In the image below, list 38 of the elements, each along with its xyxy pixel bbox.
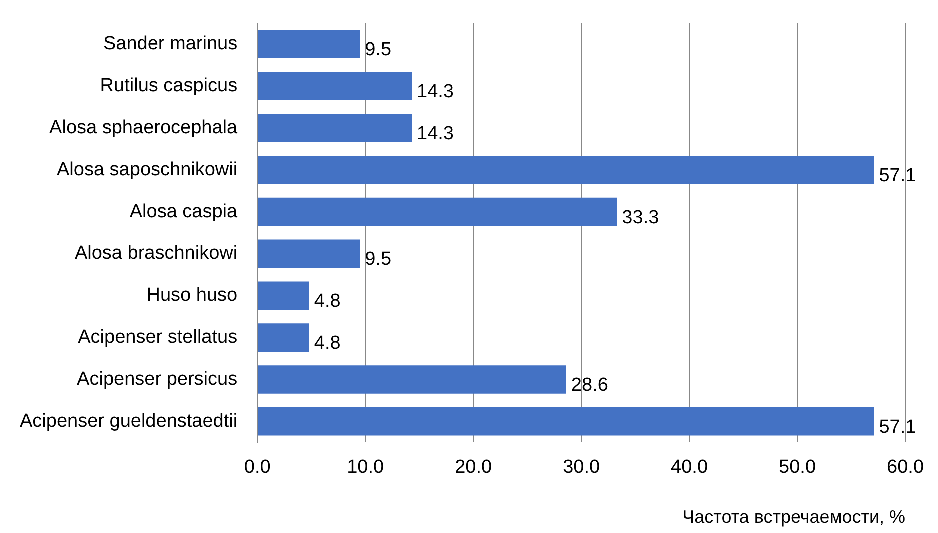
x-axis-title: Частота встречаемости, % [682,507,906,528]
data-label: 4.8 [314,291,341,312]
y-tick-label: Acipenser gueldenstaedtii [20,410,238,432]
data-label: 57.1 [879,416,916,438]
bar [258,114,412,142]
data-label: 9.5 [365,249,392,270]
data-label: 9.5 [365,40,392,61]
data-label: 14.3 [417,123,454,144]
bar [258,240,360,268]
data-label: 14.3 [417,82,454,103]
y-tick-label: Huso huso [146,285,238,306]
bar [258,72,412,100]
bar [258,366,566,394]
x-tick-label: 50.0 [779,457,816,478]
y-tick-label: Rutilus caspicus [100,76,238,97]
y-tick-label: Alosa saposchnikowii [56,159,238,180]
bar [258,324,310,352]
bar [258,282,310,310]
y-tick-label: Alosa caspia [130,201,238,222]
x-tick-label: 60.0 [887,457,924,478]
bar [258,407,874,436]
bar [258,198,618,226]
y-tick-label: Acipenser stellatus [78,327,238,348]
y-tick-label: Sander marinus [103,34,238,55]
data-label: 4.8 [314,333,341,354]
y-tick-label: Alosa braschnikowi [74,243,238,264]
data-label: 57.1 [879,165,916,186]
x-tick-label: 40.0 [671,457,708,478]
data-label: 33.3 [622,207,660,228]
x-tick-label: 10.0 [347,457,384,478]
y-tick-label: Acipenser persicus [77,368,238,390]
y-tick-label: Alosa sphaerocephala [50,117,238,138]
x-tick-label: 30.0 [563,457,600,478]
bar [258,30,360,59]
data-label: 28.6 [571,374,608,396]
x-tick-label: 0.0 [244,457,271,478]
x-tick-label: 20.0 [455,457,492,478]
bar [258,156,874,184]
